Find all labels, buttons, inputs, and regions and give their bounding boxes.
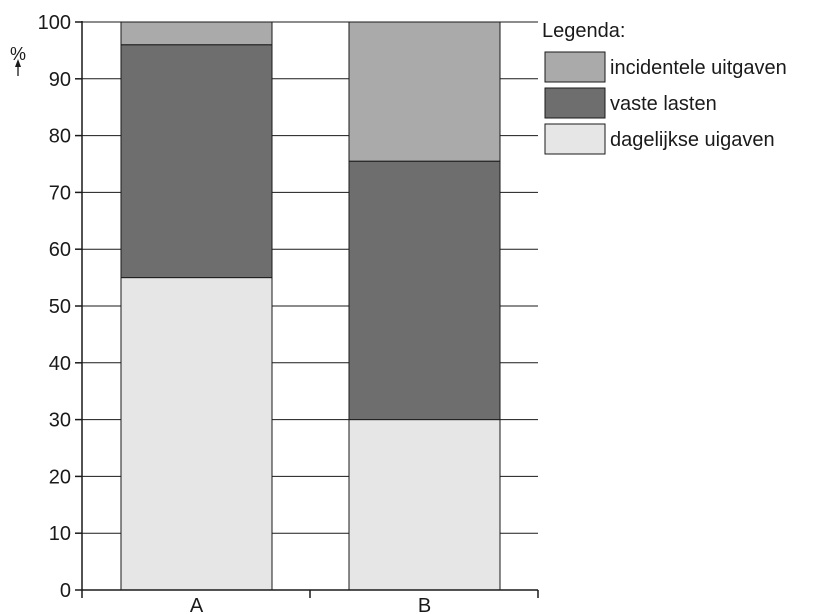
bar-B-incidentele-uitgaven (348, 21, 501, 162)
legend-title: Legenda: (542, 20, 625, 42)
y-axis-label-text: % (10, 44, 26, 64)
bar-A-vaste-lasten (120, 44, 273, 279)
y-tick-label-90: 90 (49, 69, 71, 91)
y-tick-label-10: 10 (49, 523, 71, 545)
y-tick-label-60: 60 (49, 239, 71, 261)
y-axis-arrowhead-icon (15, 59, 21, 67)
legend-label-incidentele-uitgaven: incidentele uitgaven (610, 57, 787, 79)
y-tick-label-40: 40 (49, 353, 71, 375)
y-tick-label-0: 0 (60, 580, 71, 602)
y-tick-label-20: 20 (49, 466, 71, 488)
bars (120, 21, 501, 591)
legend-swatch-vaste-lasten (544, 87, 606, 119)
x-tick-label-A: A (190, 595, 204, 614)
x-tick-label-B: B (418, 595, 431, 614)
y-tick-label-100: 100 (38, 12, 71, 34)
y-tick-label-30: 30 (49, 410, 71, 432)
legend-label-vaste-lasten: vaste lasten (610, 93, 717, 115)
y-tick-label-50: 50 (49, 296, 71, 318)
axes (75, 21, 539, 598)
bar-B-vaste-lasten (348, 160, 501, 421)
y-axis-label: % (10, 44, 26, 76)
legend: Legenda: incidentele uitgaven vaste laste… (542, 20, 787, 155)
bar-A-incidentele-uitgaven (120, 21, 273, 46)
bar-B-dagelijkse-uigaven (348, 419, 501, 591)
bar-A-dagelijkse-uigaven (120, 277, 273, 591)
legend-swatch-incidentele-uitgaven (544, 51, 606, 83)
legend-swatch-dagelijkse-uigaven (544, 123, 606, 155)
y-tick-labels: 0 10 20 30 40 50 60 70 80 90 100 (38, 12, 71, 602)
y-tick-label-80: 80 (49, 126, 71, 148)
legend-label-dagelijkse-uigaven: dagelijkse uigaven (610, 129, 775, 151)
y-tick-label-70: 70 (49, 182, 71, 204)
